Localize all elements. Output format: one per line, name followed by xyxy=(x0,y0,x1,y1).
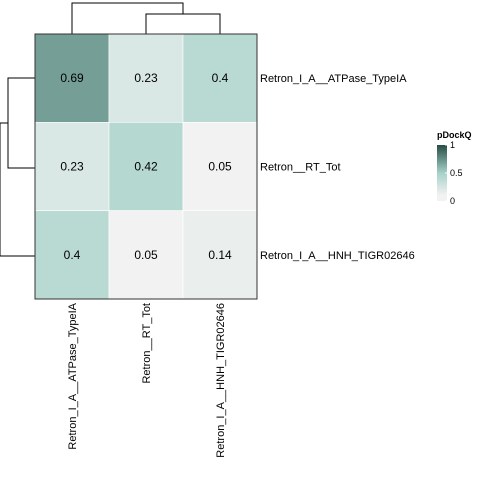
cell-value-label: 0.14 xyxy=(208,248,232,262)
row-dendrogram xyxy=(0,77,36,257)
heatmap-cells: 0.69 0.23 0.4 0.23 0.42 0.05 0.4 0.05 0.14 xyxy=(34,33,258,300)
row-dendrogram-branch xyxy=(7,77,36,169)
row-dendrogram-branch xyxy=(0,122,36,257)
column-label: Retron_I_A__ATPase_TypeIA xyxy=(67,302,79,449)
column-dendrogram-branch xyxy=(145,13,221,34)
cell-value-label: 0.05 xyxy=(208,160,232,174)
heatmap-cell xyxy=(108,210,184,300)
column-dendrogram xyxy=(71,2,221,34)
row-label: Retron__RT_Tot xyxy=(260,162,341,174)
color-legend: pDockQ 00.51 xyxy=(437,130,472,206)
cell-value-label: 0.42 xyxy=(134,160,158,174)
column-labels: Retron_I_A__ATPase_TypeIA Retron__RT_Tot R… xyxy=(67,302,227,457)
row-label: Retron_I_A__ATPase_TypeIA xyxy=(260,73,407,85)
cell-value-label: 0.4 xyxy=(64,248,81,262)
legend-tick-label: 0.5 xyxy=(450,168,463,178)
legend-tick-label: 1 xyxy=(450,140,455,150)
cell-value-label: 0.05 xyxy=(134,248,158,262)
heatmap-border xyxy=(34,33,258,300)
column-dendrogram-branch xyxy=(71,2,184,34)
cell-value-label: 0.23 xyxy=(60,160,84,174)
legend-color-bar xyxy=(437,145,447,201)
row-labels: Retron_I_A__ATPase_TypeIA Retron__RT_Tot R… xyxy=(260,73,415,262)
cell-value-label: 0.23 xyxy=(134,71,158,85)
legend-tick-label: 0 xyxy=(450,196,455,206)
cell-value-label: 0.4 xyxy=(212,71,229,85)
cell-value-label: 0.69 xyxy=(60,71,84,85)
heatmap-cell xyxy=(182,122,258,211)
column-label: Retron__RT_Tot xyxy=(141,303,153,384)
heatmap-cell xyxy=(34,33,110,123)
legend-ticks: 00.51 xyxy=(445,140,463,206)
legend-title: pDockQ xyxy=(437,130,472,140)
heatmap-cell xyxy=(108,33,184,123)
heatmap-cell xyxy=(34,122,110,211)
column-label: Retron_I_A__HNH_TIGR02646 xyxy=(215,303,227,458)
heatmap-cell xyxy=(108,122,184,211)
row-label: Retron_I_A__HNH_TIGR02646 xyxy=(260,250,415,262)
